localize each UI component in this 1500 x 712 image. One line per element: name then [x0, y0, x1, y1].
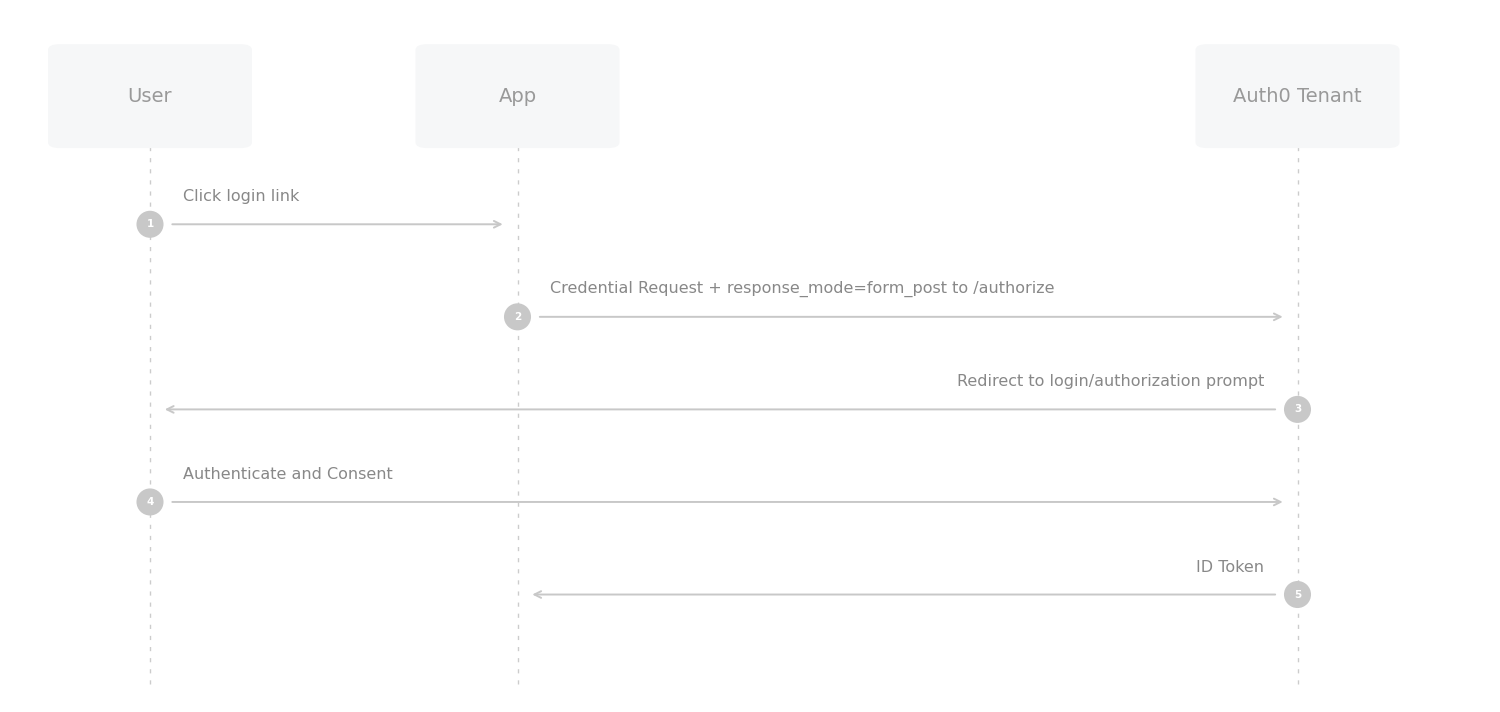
Text: ID Token: ID Token [1197, 560, 1264, 575]
Ellipse shape [1284, 396, 1311, 423]
Text: Authenticate and Consent: Authenticate and Consent [183, 467, 393, 482]
Text: Credential Request + response_mode=form_post to /authorize: Credential Request + response_mode=form_… [550, 281, 1054, 297]
FancyBboxPatch shape [48, 44, 252, 148]
FancyBboxPatch shape [1196, 44, 1400, 148]
Text: 5: 5 [1294, 590, 1300, 600]
Ellipse shape [1284, 581, 1311, 608]
Text: 1: 1 [147, 219, 153, 229]
Text: 2: 2 [514, 312, 520, 322]
Text: User: User [128, 87, 172, 105]
FancyBboxPatch shape [416, 44, 620, 148]
Text: 4: 4 [147, 497, 153, 507]
Text: Redirect to login/authorization prompt: Redirect to login/authorization prompt [957, 375, 1264, 389]
Ellipse shape [136, 488, 164, 515]
Text: App: App [498, 87, 537, 105]
Text: Click login link: Click login link [183, 189, 300, 204]
Ellipse shape [136, 211, 164, 238]
Text: Auth0 Tenant: Auth0 Tenant [1233, 87, 1362, 105]
Ellipse shape [504, 303, 531, 330]
Text: 3: 3 [1294, 404, 1300, 414]
